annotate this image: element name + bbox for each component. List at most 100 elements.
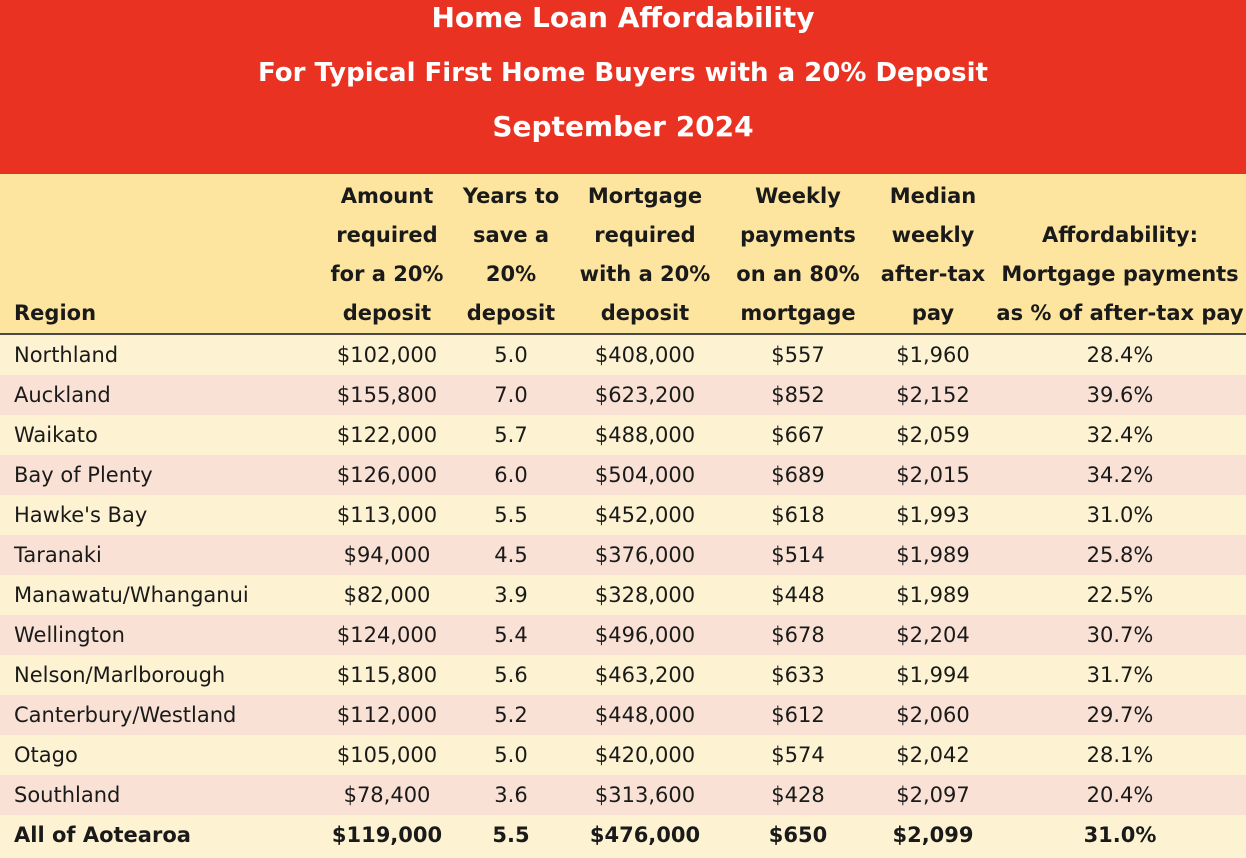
page-date: September 2024	[492, 110, 754, 143]
cell-years-to-save: 4.5	[494, 543, 528, 567]
cell-median-pay: $2,059	[896, 423, 970, 447]
table-row: Taranaki $94,000 4.5 $376,000 $514 $1,989 25.8…	[0, 535, 1246, 575]
title-banner: Home Loan Affordability For Typical Firs…	[0, 0, 1246, 174]
cell-affordability: 31.0%	[1083, 823, 1157, 847]
cell-years-to-save: 5.5	[492, 823, 530, 847]
column-header-years-to-save: Years to save a 20% deposit	[456, 174, 566, 335]
cell-median-pay: $2,099	[892, 823, 974, 847]
table-row: Hawke's Bay $113,000 5.5 $452,000 $618 $1,993…	[0, 495, 1246, 535]
cell-years-to-save: 3.6	[494, 783, 528, 807]
cell-median-pay: $1,989	[896, 583, 970, 607]
cell-deposit-amount: $94,000	[343, 543, 431, 567]
cell-median-pay: $2,097	[896, 783, 970, 807]
page-subtitle: For Typical First Home Buyers with a 20%…	[258, 58, 988, 88]
cell-affordability: 28.4%	[1086, 343, 1154, 367]
cell-weekly-payments: $612	[771, 703, 825, 727]
cell-weekly-payments: $852	[771, 383, 825, 407]
cell-years-to-save: 3.9	[494, 583, 528, 607]
cell-mortgage-required: $476,000	[589, 823, 701, 847]
cell-deposit-amount: $155,800	[336, 383, 438, 407]
cell-region: Northland	[14, 343, 119, 367]
cell-region: Auckland	[14, 383, 111, 407]
cell-affordability: 31.7%	[1086, 663, 1154, 687]
cell-deposit-amount: $105,000	[336, 743, 438, 767]
table-row: Northland $102,000 5.0 $408,000 $557 $1,960 28…	[0, 334, 1246, 375]
cell-weekly-payments: $667	[771, 423, 825, 447]
table-body: Northland $102,000 5.0 $408,000 $557 $1,960 28…	[0, 334, 1246, 855]
column-header-mortgage-required: Mortgage required with a 20% deposit	[566, 174, 724, 335]
cell-median-pay: $2,015	[896, 463, 970, 487]
cell-years-to-save: 5.0	[494, 743, 528, 767]
cell-region: Southland	[14, 783, 121, 807]
cell-years-to-save: 6.0	[494, 463, 528, 487]
cell-weekly-payments: $678	[771, 623, 825, 647]
cell-mortgage-required: $452,000	[594, 503, 696, 527]
cell-years-to-save: 5.0	[494, 343, 528, 367]
cell-mortgage-required: $488,000	[594, 423, 696, 447]
table-row: Southland $78,400 3.6 $313,600 $428 $2,097 20.…	[0, 775, 1246, 815]
cell-affordability: 31.0%	[1086, 503, 1154, 527]
cell-affordability: 30.7%	[1086, 623, 1154, 647]
cell-affordability: 22.5%	[1086, 583, 1154, 607]
table-total-row: All of Aotearoa $119,000 5.5 $476,000 $650 $2…	[0, 815, 1246, 855]
cell-weekly-payments: $618	[771, 503, 825, 527]
column-header-deposit-amount: Amount required for a 20% deposit	[318, 174, 456, 335]
cell-region: Nelson/Marlborough	[14, 663, 226, 687]
cell-weekly-payments: $689	[771, 463, 825, 487]
cell-affordability: 29.7%	[1086, 703, 1154, 727]
cell-median-pay: $2,152	[896, 383, 970, 407]
cell-deposit-amount: $122,000	[336, 423, 438, 447]
cell-median-pay: $2,060	[896, 703, 970, 727]
column-header-affordability: Affordability: Mortgage payments as % of…	[994, 174, 1246, 335]
cell-weekly-payments: $557	[771, 343, 825, 367]
cell-weekly-payments: $650	[768, 823, 828, 847]
cell-deposit-amount: $126,000	[336, 463, 438, 487]
cell-affordability: 32.4%	[1086, 423, 1154, 447]
cell-region: Manawatu/Whanganui	[14, 583, 249, 607]
table-row: Wellington $124,000 5.4 $496,000 $678 $2,204 3…	[0, 615, 1246, 655]
cell-region: All of Aotearoa	[14, 823, 191, 847]
cell-deposit-amount: $113,000	[336, 503, 438, 527]
table-row: Canterbury/Westland $112,000 5.2 $448,000 $6…	[0, 695, 1246, 735]
cell-mortgage-required: $496,000	[594, 623, 696, 647]
cell-affordability: 20.4%	[1086, 783, 1154, 807]
cell-years-to-save: 5.2	[494, 703, 528, 727]
cell-deposit-amount: $82,000	[343, 583, 431, 607]
cell-deposit-amount: $115,800	[336, 663, 438, 687]
table-row: Nelson/Marlborough $115,800 5.6 $463,200 $63…	[0, 655, 1246, 695]
cell-region: Hawke's Bay	[14, 503, 148, 527]
table-row: Otago $105,000 5.0 $420,000 $574 $2,042 28.1%	[0, 735, 1246, 775]
affordability-table: Region Amount required for a 20% deposit…	[0, 174, 1246, 855]
cell-median-pay: $1,960	[896, 343, 970, 367]
cell-median-pay: $2,204	[896, 623, 970, 647]
cell-region: Otago	[14, 743, 78, 767]
cell-region: Bay of Plenty	[14, 463, 153, 487]
cell-weekly-payments: $448	[771, 583, 825, 607]
cell-deposit-amount: $102,000	[336, 343, 438, 367]
column-header-median-pay: Median weekly after-tax pay	[872, 174, 994, 335]
cell-median-pay: $2,042	[896, 743, 970, 767]
cell-affordability: 28.1%	[1086, 743, 1154, 767]
cell-weekly-payments: $574	[771, 743, 825, 767]
cell-region: Wellington	[14, 623, 125, 647]
cell-deposit-amount: $78,400	[343, 783, 431, 807]
cell-median-pay: $1,989	[896, 543, 970, 567]
cell-years-to-save: 7.0	[494, 383, 528, 407]
cell-region: Taranaki	[14, 543, 102, 567]
cell-years-to-save: 5.6	[494, 663, 528, 687]
cell-mortgage-required: $463,200	[594, 663, 696, 687]
cell-mortgage-required: $420,000	[594, 743, 696, 767]
cell-affordability: 34.2%	[1086, 463, 1154, 487]
cell-mortgage-required: $408,000	[594, 343, 696, 367]
cell-deposit-amount: $124,000	[336, 623, 438, 647]
cell-median-pay: $1,994	[896, 663, 970, 687]
cell-mortgage-required: $623,200	[594, 383, 696, 407]
table-row: Manawatu/Whanganui $82,000 3.9 $328,000 $448…	[0, 575, 1246, 615]
cell-deposit-amount: $119,000	[331, 823, 443, 847]
table-row: Bay of Plenty $126,000 6.0 $504,000 $689 $2,0…	[0, 455, 1246, 495]
cell-mortgage-required: $328,000	[594, 583, 696, 607]
cell-mortgage-required: $504,000	[594, 463, 696, 487]
cell-weekly-payments: $428	[771, 783, 825, 807]
cell-deposit-amount: $112,000	[336, 703, 438, 727]
cell-median-pay: $1,993	[896, 503, 970, 527]
